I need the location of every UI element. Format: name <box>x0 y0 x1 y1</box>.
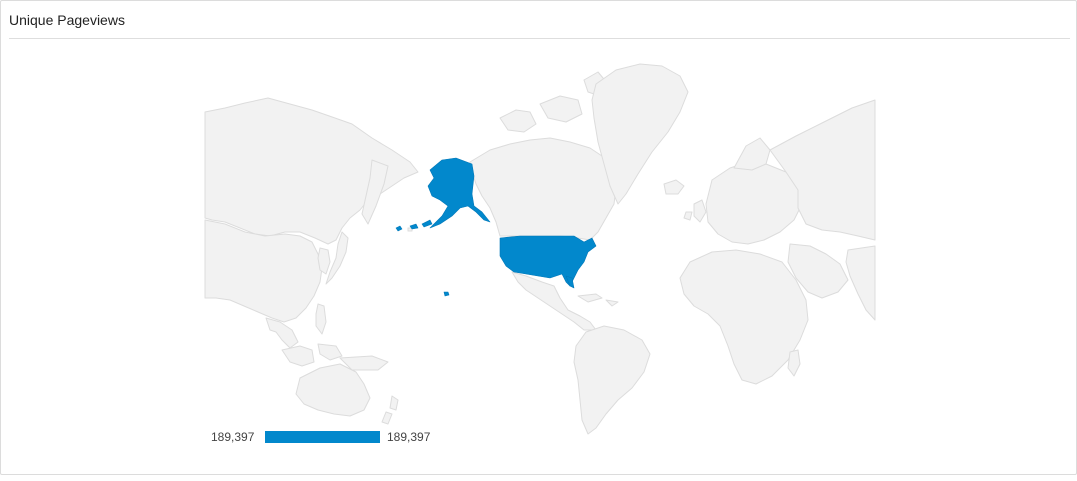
land-korea <box>317 247 331 275</box>
region-hawaii[interactable] <box>443 291 450 297</box>
land-mexico-central-america <box>511 271 597 331</box>
land-caribbean <box>577 293 619 307</box>
land-new-zealand <box>381 395 399 425</box>
land-south-america <box>573 325 651 435</box>
land-canada <box>469 137 617 241</box>
land-philippines <box>315 303 327 335</box>
land-layer <box>204 63 876 435</box>
land-southeast-asia <box>265 317 299 349</box>
land-africa <box>679 249 809 385</box>
region-united-states[interactable] <box>499 235 597 287</box>
land-greenland <box>591 63 689 205</box>
land-japan <box>325 231 349 285</box>
land-australia <box>295 363 371 417</box>
region-aleutians[interactable] <box>395 219 433 232</box>
land-indonesia <box>281 343 389 371</box>
legend-min-value: 189,397 <box>211 430 255 444</box>
land-iceland <box>663 179 685 195</box>
land-russia-west <box>769 99 876 241</box>
title-divider <box>9 38 1070 39</box>
land-kamchatka <box>361 159 389 225</box>
region-florida[interactable] <box>565 275 575 289</box>
highlight-layer <box>395 157 597 297</box>
land-north-pacific-islands <box>407 227 413 232</box>
land-south-asia <box>845 245 876 321</box>
legend-color-bar <box>265 431 380 443</box>
panel-title: Unique Pageviews <box>9 12 125 28</box>
legend-max-value: 189,397 <box>387 430 431 444</box>
land-china <box>204 219 323 323</box>
region-alaska[interactable] <box>427 157 491 229</box>
land-madagascar <box>787 349 801 377</box>
land-middle-east <box>787 243 849 299</box>
land-uk-ireland <box>683 199 707 223</box>
